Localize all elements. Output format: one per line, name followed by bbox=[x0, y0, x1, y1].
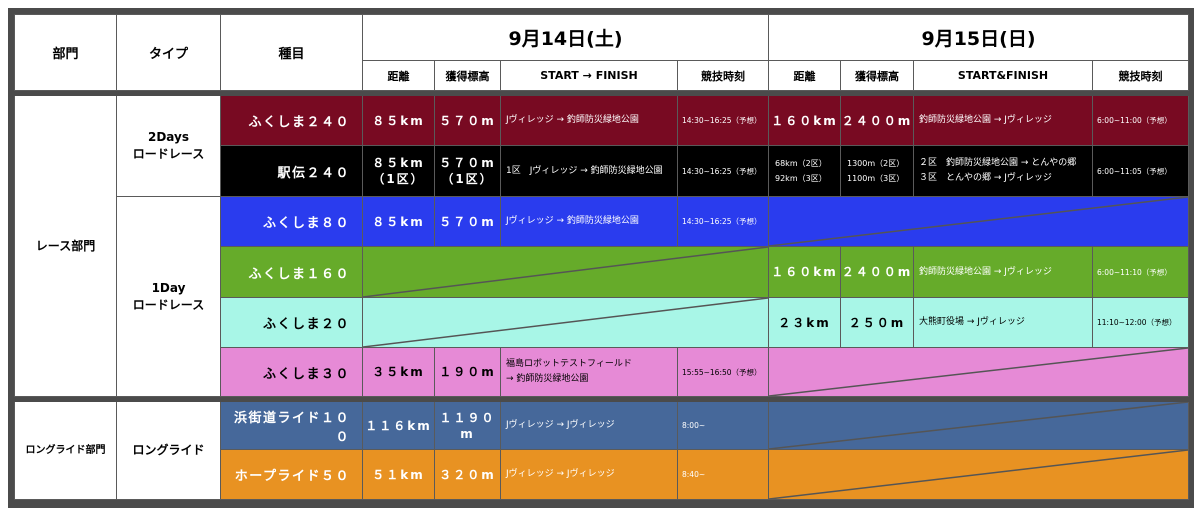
event-name: ふくしま８０ bbox=[220, 196, 363, 247]
table-row: 1Day ロードレース ふくしま８０ ８５km ５７０m Jヴィレッジ → 釣師防災緑地… bbox=[15, 196, 1189, 397]
day1-route: 福島ロボットテストフィールド → 釣師防災緑地公園 bbox=[500, 347, 678, 397]
table-row: ふくしま１６０ １６０km ２４００m 釣師防災緑地公園 → Jヴィレッジ 6:00~1… bbox=[15, 246, 1189, 298]
header-day1-date: 9月14日(土) bbox=[362, 14, 769, 61]
day1-elevation: ５７０m （1区） bbox=[434, 145, 501, 197]
day1-time: 8:40~ bbox=[677, 449, 769, 500]
day1-time: 14:30~16:25（予想） bbox=[677, 145, 769, 197]
table-row: 駅伝２４０ ８５km （1区） ５７０m （1区） 1区 Jヴィレッジ → 釣師防災緑… bbox=[15, 145, 1189, 197]
day1-elevation: １９０m bbox=[434, 347, 501, 397]
event-name: ふくしま３０ bbox=[220, 347, 363, 397]
table-row: ホープライド５０ ５１km ３２０m Jヴィレッジ → Jヴィレッジ 8:40~ bbox=[15, 449, 1189, 500]
day1-distance: ３５km bbox=[362, 347, 435, 397]
day2-empty-cell bbox=[768, 449, 1189, 500]
diagonal-line bbox=[769, 348, 1188, 396]
table-row: ふくしま３０ ３５km １９０m 福島ロボットテストフィールド → 釣師防災緑地公園 1… bbox=[15, 347, 1189, 397]
header-day2-distance: 距離 bbox=[768, 60, 841, 91]
day2-route: 釣師防災緑地公園 → Jヴィレッジ bbox=[913, 95, 1093, 146]
day1-elevation: ５７０m bbox=[434, 95, 501, 146]
day2-distance: １６０km bbox=[768, 246, 841, 298]
day2-time: 6:00~11:00（予想） bbox=[1092, 95, 1189, 146]
day1-elevation: ５７０m bbox=[434, 196, 501, 247]
day2-elevation: ２４００m bbox=[840, 95, 914, 146]
day2-time: 6:00~11:05（予想） bbox=[1092, 145, 1189, 197]
schedule-table: 部門 タイプ 種目 9月14日(土) 9月15日(日) 距離 獲得標高 STAR… bbox=[14, 14, 1189, 500]
header-day1-distance: 距離 bbox=[362, 60, 435, 91]
day1-distance: ８５km bbox=[362, 196, 435, 247]
day2-elevation: ２４００m bbox=[840, 246, 914, 298]
diagonal-line bbox=[769, 402, 1188, 449]
day1-time: 8:00~ bbox=[677, 401, 769, 450]
day1-time: 14:30~16:25（予想） bbox=[677, 95, 769, 146]
event-name: 浜街道ライド１００ bbox=[220, 401, 363, 450]
day2-time: 11:10~12:00（予想） bbox=[1092, 297, 1189, 348]
header-day2-route: START&FINISH bbox=[913, 60, 1093, 91]
diagonal-line bbox=[363, 247, 768, 297]
header-type: タイプ bbox=[116, 14, 221, 91]
event-name: ふくしま２０ bbox=[220, 297, 363, 348]
day1-route: Jヴィレッジ → 釣師防災緑地公園 bbox=[500, 196, 678, 247]
day1-empty-cell bbox=[362, 297, 769, 348]
day2-empty-cell bbox=[768, 401, 1189, 450]
day1-route: Jヴィレッジ → Jヴィレッジ bbox=[500, 401, 678, 450]
table-row: ふくしま２０ ２３km ２５０m 大熊町役場 → Jヴィレッジ 11:10~12:00（… bbox=[15, 297, 1189, 348]
day1-distance: ５１km bbox=[362, 449, 435, 500]
header-event: 種目 bbox=[220, 14, 363, 91]
day1-elevation: １１９０m bbox=[434, 401, 501, 450]
day1-route: Jヴィレッジ → 釣師防災緑地公園 bbox=[500, 95, 678, 146]
day1-route: 1区 Jヴィレッジ → 釣師防災緑地公園 bbox=[500, 145, 678, 197]
day2-empty-cell bbox=[768, 196, 1189, 247]
dept-long-ride: ロングライド部門 bbox=[14, 401, 117, 500]
day1-distance: ８５km （1区） bbox=[362, 145, 435, 197]
day2-route: ２区 釣師防災緑地公園 → とんやの郷 ３区 とんやの郷 → Jヴィレッジ bbox=[913, 145, 1093, 197]
table-row: ロングライド部門 ロングライド 浜街道ライド１００ １１６km １１９０m Jヴィレッジ … bbox=[14, 401, 1189, 500]
header-day1-time: 競技時刻 bbox=[677, 60, 769, 91]
day1-elevation: ３２０m bbox=[434, 449, 501, 500]
day2-distance: ２３km bbox=[768, 297, 841, 348]
header-dept: 部門 bbox=[14, 14, 117, 91]
table-row: レース部門 2Days ロードレース ふくしま２４０ ８５km ５７０m Jヴィレッジ →… bbox=[14, 95, 1189, 397]
day2-time: 6:00~11:10（予想） bbox=[1092, 246, 1189, 298]
day1-time: 15:55~16:50（予想） bbox=[677, 347, 769, 397]
header-day1-elevation: 獲得標高 bbox=[434, 60, 501, 91]
dept-race: レース部門 bbox=[14, 95, 117, 397]
header-day2-elevation: 獲得標高 bbox=[840, 60, 914, 91]
diagonal-line bbox=[769, 450, 1188, 499]
day2-elevation: 1300m（2区） 1100m（3区） bbox=[840, 145, 914, 197]
schedule-frame: 部門 タイプ 種目 9月14日(土) 9月15日(日) 距離 獲得標高 STAR… bbox=[8, 8, 1194, 508]
event-name: ふくしま１６０ bbox=[220, 246, 363, 298]
day1-distance: １１６km bbox=[362, 401, 435, 450]
day1-distance: ８５km bbox=[362, 95, 435, 146]
type-1day: 1Day ロードレース bbox=[116, 196, 221, 397]
day1-time: 14:30~16:25（予想） bbox=[677, 196, 769, 247]
day1-empty-cell bbox=[362, 246, 769, 298]
header-day2-date: 9月15日(日) bbox=[768, 14, 1189, 61]
header-day1-route: START → FINISH bbox=[500, 60, 678, 91]
day2-route: 釣師防災緑地公園 → Jヴィレッジ bbox=[913, 246, 1093, 298]
day2-empty-cell bbox=[768, 347, 1189, 397]
event-name: ホープライド５０ bbox=[220, 449, 363, 500]
day2-route: 大熊町役場 → Jヴィレッジ bbox=[913, 297, 1093, 348]
diagonal-line bbox=[769, 197, 1188, 246]
event-name: 駅伝２４０ bbox=[220, 145, 363, 197]
event-name: ふくしま２４０ bbox=[220, 95, 363, 146]
diagonal-line bbox=[363, 298, 768, 347]
type-2days: 2Days ロードレース bbox=[116, 95, 221, 197]
day2-distance: １６０km bbox=[768, 95, 841, 146]
day1-route: Jヴィレッジ → Jヴィレッジ bbox=[500, 449, 678, 500]
day2-elevation: ２５０m bbox=[840, 297, 914, 348]
type-long-ride: ロングライド bbox=[116, 401, 221, 500]
header-day2-time: 競技時刻 bbox=[1092, 60, 1189, 91]
day2-distance: 68km（2区） 92km（3区） bbox=[768, 145, 841, 197]
